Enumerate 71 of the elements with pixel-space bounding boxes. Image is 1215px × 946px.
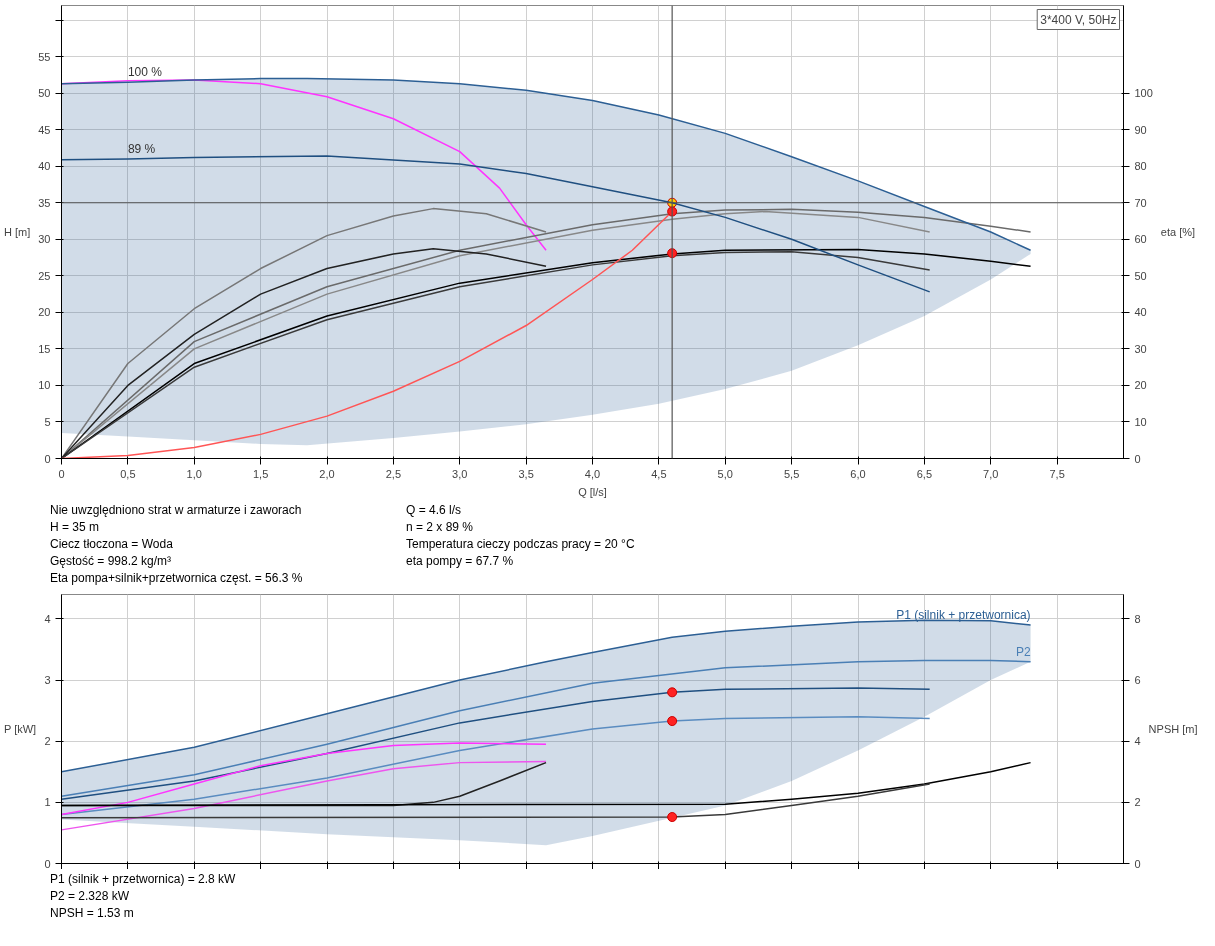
x-tick-label: 5,0: [717, 467, 733, 480]
y2-axis-title: NPSH [m]: [1148, 723, 1198, 736]
y2-tick-label: 90: [1134, 123, 1147, 136]
y2-tick-label: 2: [1134, 796, 1141, 809]
x-tick-label: 4,0: [584, 467, 601, 480]
x-tick-label: 0,5: [120, 467, 136, 480]
text: n = 2 x 89 %: [406, 519, 475, 536]
x-tick-label: 3,0: [452, 467, 468, 480]
y-axis-title: H [m]: [3, 226, 31, 238]
text: Ciecz tłoczona = Woda: [50, 536, 174, 553]
y-tick-label: 0: [44, 452, 51, 465]
series-label: 100 %: [127, 65, 163, 80]
y-tick-label: 15: [38, 342, 51, 355]
x-tick-label: 1,0: [186, 467, 202, 480]
x-tick-label: 0: [58, 467, 65, 480]
text: P1 (silnik + przetwornica) = 2.8 kW: [50, 871, 237, 889]
y2-tick-label: 20: [1134, 379, 1147, 392]
y2-tick-label: 100: [1134, 87, 1153, 100]
y-tick-label: 3: [44, 674, 51, 687]
y2-tick-label: 40: [1134, 306, 1147, 319]
y-tick-label: 4: [44, 613, 51, 626]
y-tick-label: 0: [44, 857, 51, 870]
series-label: P2: [1015, 644, 1031, 659]
y2-tick-label: 60: [1134, 233, 1147, 246]
y-axis-title: P [kW]: [3, 723, 37, 736]
x-tick-label: 1,5: [252, 467, 269, 480]
y-tick-label: 50: [38, 87, 51, 100]
y-tick-label: 1: [44, 796, 51, 809]
y-tick-label: 2: [44, 735, 51, 748]
text: P2 = 2.328 kW: [50, 888, 131, 906]
text: NPSH = 1.53 m: [50, 905, 135, 923]
y-tick-label: 25: [38, 269, 51, 282]
y-tick-label: 10: [38, 379, 51, 392]
y2-tick-label: 8: [1134, 613, 1141, 626]
x-axis-title: Q [l/s]: [578, 485, 607, 498]
y2-tick-label: 4: [1134, 735, 1141, 748]
x-tick-label: 3,5: [518, 467, 534, 480]
y2-tick-label: 50: [1134, 269, 1147, 282]
x-tick-label: 2,0: [319, 467, 335, 480]
y2-tick-label: 0: [1134, 857, 1141, 870]
text: 3*400 V, 50Hz: [1040, 12, 1117, 27]
x-tick-label: 5,5: [783, 467, 800, 480]
text: eta pompy = 67.7 %: [406, 553, 515, 570]
y-tick-label: 40: [38, 160, 51, 173]
series-label: 89 %: [127, 141, 156, 156]
y-tick-label: 55: [38, 50, 51, 63]
y2-tick-label: 0: [1134, 452, 1141, 465]
y2-axis-title: eta [%]: [1160, 226, 1196, 238]
text: Nie uwzględniono strat w armaturze i zaworach: [50, 502, 303, 519]
y2-tick-label: 80: [1134, 160, 1147, 173]
y-tick-label: 20: [38, 306, 51, 319]
y2-tick-label: 70: [1134, 196, 1147, 209]
series-label: P1 (silnik + przetwornica): [896, 608, 1031, 623]
y2-tick-label: 6: [1134, 674, 1141, 687]
text: Temperatura cieczy podczas pracy = 20 °C: [406, 536, 636, 553]
y-tick-label: 5: [44, 415, 51, 428]
text: Q = 4.6 l/s: [406, 502, 463, 519]
text: H = 35 m: [50, 519, 101, 536]
y-tick-label: 30: [38, 233, 51, 246]
x-tick-label: 7,0: [983, 467, 999, 480]
text: Gęstość = 998.2 kg/m³: [50, 553, 173, 570]
x-tick-label: 4,5: [651, 467, 667, 480]
y2-tick-label: 30: [1134, 342, 1147, 355]
x-tick-label: 6,0: [850, 467, 866, 480]
y2-tick-label: 10: [1134, 415, 1147, 428]
y-tick-label: 45: [38, 123, 51, 136]
text: Eta pompa+silnik+przetwornica częst. = 56.3 %: [50, 570, 304, 587]
x-tick-label: 6,5: [916, 467, 933, 480]
x-tick-label: 7,5: [1049, 467, 1065, 480]
x-tick-label: 2,5: [385, 467, 402, 480]
y-tick-label: 35: [38, 196, 51, 209]
